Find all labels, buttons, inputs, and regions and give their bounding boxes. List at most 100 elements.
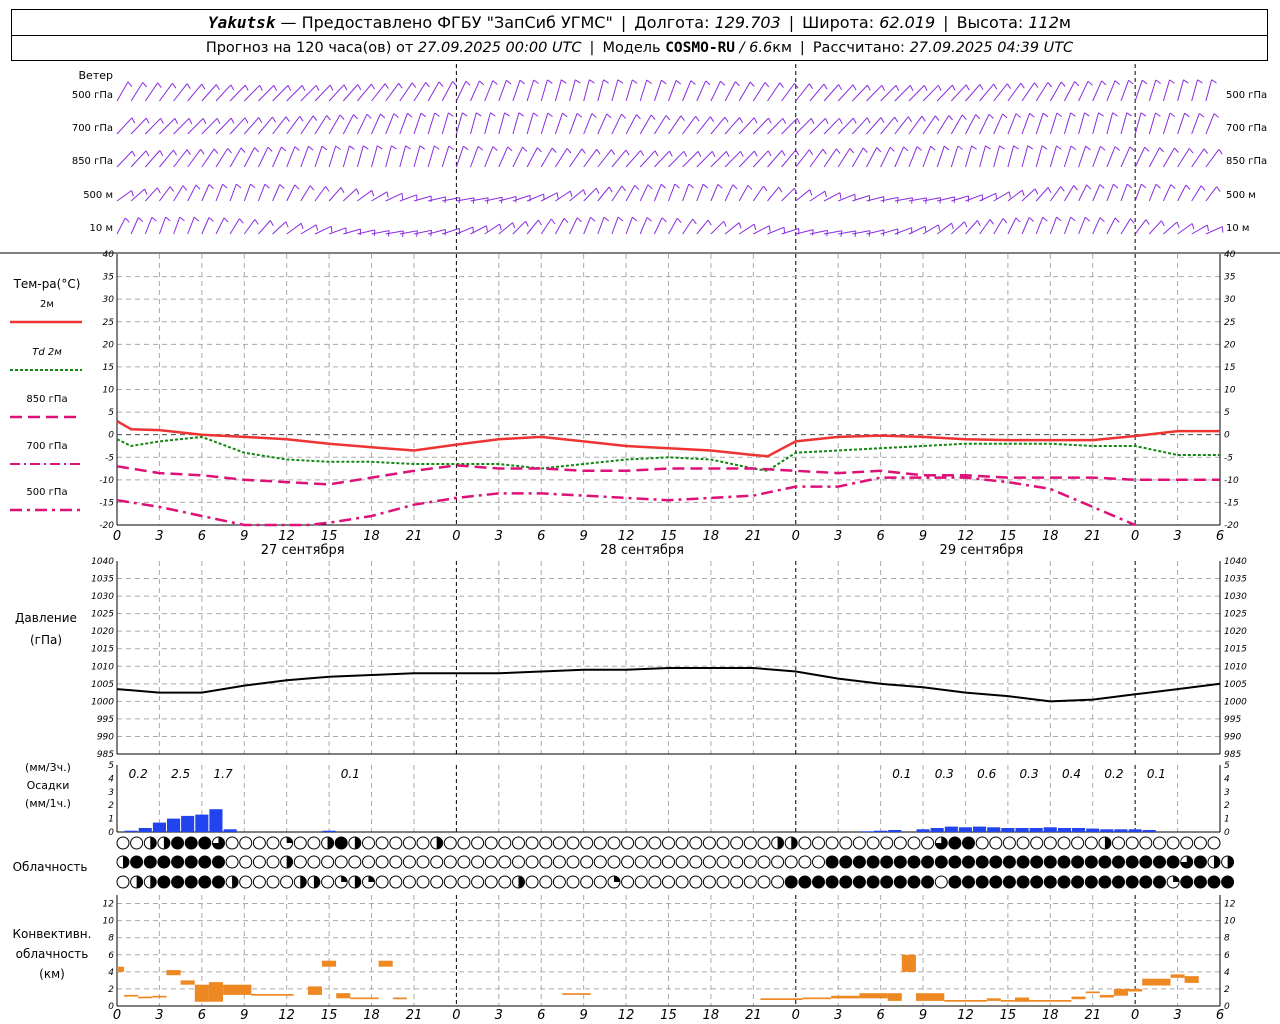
cloud-symbol bbox=[934, 836, 948, 850]
wind-barb bbox=[752, 117, 769, 135]
wind-barb-flag bbox=[723, 221, 727, 227]
wind-barb-flag bbox=[636, 114, 641, 120]
wind-barb-flag bbox=[1087, 80, 1093, 86]
wind-barb bbox=[116, 190, 132, 202]
cloud-circle bbox=[730, 875, 744, 889]
wind-barb-flag bbox=[340, 187, 345, 194]
wind-barb-flag bbox=[240, 147, 246, 153]
wind-barb-flag bbox=[384, 83, 389, 89]
wind-barb bbox=[922, 146, 932, 168]
wind-barb-flag bbox=[617, 79, 624, 84]
wind-barb bbox=[554, 218, 565, 235]
conv-bar bbox=[1015, 997, 1030, 1002]
wind-barb-flag bbox=[208, 217, 214, 222]
cloud-circle bbox=[566, 855, 580, 869]
cloud-circle bbox=[212, 855, 225, 869]
wind-barb bbox=[540, 112, 549, 135]
provider-text: — Предоставлено ФГБУ "ЗапСиб УГМС" bbox=[280, 13, 613, 32]
wind-barb-flag bbox=[393, 113, 399, 118]
wind-barb-flag bbox=[1047, 187, 1052, 193]
wind-barb bbox=[158, 83, 173, 102]
wind-barb-flag bbox=[1126, 183, 1133, 189]
conv-bar bbox=[378, 960, 393, 967]
wind-barb-flag bbox=[174, 118, 179, 125]
wind-barb bbox=[767, 82, 781, 102]
wind-barb bbox=[710, 184, 719, 202]
wind-barb-flag bbox=[1183, 79, 1189, 84]
lon-label: Долгота: bbox=[634, 13, 710, 32]
wind-barb bbox=[371, 191, 388, 202]
wind-barb bbox=[1007, 217, 1017, 235]
wind-barb-flag bbox=[504, 112, 510, 117]
cloud-circle bbox=[852, 875, 866, 889]
wind-barb bbox=[738, 117, 755, 135]
pressure-ytick-left: 1000 bbox=[91, 697, 114, 707]
wind-barb-flag bbox=[1113, 183, 1119, 189]
station-name: Yakutsk bbox=[207, 13, 276, 32]
wind-barb bbox=[1078, 112, 1085, 135]
wind-barb bbox=[838, 193, 856, 202]
cloud-circle bbox=[962, 855, 975, 869]
wind-barb bbox=[668, 115, 682, 135]
temp-xtick: 0 bbox=[792, 529, 800, 544]
cloud-circle bbox=[852, 855, 866, 869]
wind-barb-flag bbox=[448, 112, 454, 117]
cloud-symbol bbox=[702, 855, 716, 869]
wind-barb bbox=[144, 82, 159, 102]
cloud-symbol bbox=[334, 836, 348, 850]
pressure-ytick-right: 1000 bbox=[1224, 697, 1247, 707]
wind-barb-flag bbox=[985, 145, 991, 150]
temp-ytick-right: 15 bbox=[1224, 363, 1236, 373]
wind-barb bbox=[540, 79, 548, 102]
wind-barb-flag bbox=[145, 150, 150, 157]
wind-barb bbox=[300, 115, 314, 135]
cloud-circle bbox=[634, 855, 648, 869]
cloud-symbol bbox=[989, 875, 1003, 889]
wind-barb-flag bbox=[1159, 147, 1165, 153]
cloud-symbol bbox=[1098, 875, 1112, 889]
precip-unit-bottom: (мм/1ч.) bbox=[25, 797, 71, 810]
cloud-circle bbox=[675, 875, 689, 889]
wind-barb-flag bbox=[562, 112, 568, 118]
conv-xtick: 0 bbox=[452, 1008, 460, 1023]
wind-barb-flag bbox=[405, 145, 411, 150]
conv-xtick: 21 bbox=[406, 1008, 423, 1023]
model-label: Модель bbox=[602, 40, 661, 56]
cloud-circle bbox=[1153, 875, 1166, 889]
wind-barb bbox=[837, 117, 854, 135]
wind-barb bbox=[484, 80, 494, 102]
wind-barb bbox=[243, 183, 251, 202]
wind-barb bbox=[413, 113, 422, 135]
wind-barb-flag bbox=[1141, 79, 1148, 85]
wind-barb-flag bbox=[1006, 83, 1012, 89]
cloud-symbol bbox=[1016, 875, 1030, 889]
wind-barb-flag bbox=[993, 83, 998, 90]
wind-barb bbox=[1177, 79, 1184, 102]
cloud-circle bbox=[907, 855, 921, 869]
wind-barb-flag bbox=[165, 216, 171, 222]
wind-barb-flag bbox=[753, 117, 758, 124]
wind-barb bbox=[130, 117, 147, 135]
wind-barb bbox=[314, 186, 327, 202]
cloud-half bbox=[136, 876, 143, 888]
cloud-circle bbox=[893, 855, 907, 869]
cloud-circle bbox=[1043, 875, 1057, 889]
wind-barb bbox=[1049, 145, 1057, 168]
cloud-symbol bbox=[593, 875, 607, 889]
cloud-circle bbox=[1193, 836, 1207, 850]
wind-barb bbox=[356, 145, 364, 168]
wind-barb bbox=[343, 228, 361, 235]
cloud-circle bbox=[1221, 875, 1235, 889]
cloud-circle bbox=[1193, 855, 1207, 869]
wind-barb-flag bbox=[589, 79, 595, 84]
cloud-three-quarter bbox=[935, 837, 948, 849]
wind-barb bbox=[1106, 80, 1116, 102]
wind-barb-flag bbox=[312, 115, 318, 121]
wind-barb bbox=[653, 80, 662, 102]
wind-barb-flag bbox=[867, 84, 871, 91]
wind-barb-flag bbox=[363, 145, 369, 150]
cloud-circle bbox=[648, 875, 662, 889]
cloud-circle bbox=[116, 875, 130, 889]
pressure-ytick-left: 1025 bbox=[91, 610, 114, 620]
wind-barb bbox=[569, 217, 578, 235]
